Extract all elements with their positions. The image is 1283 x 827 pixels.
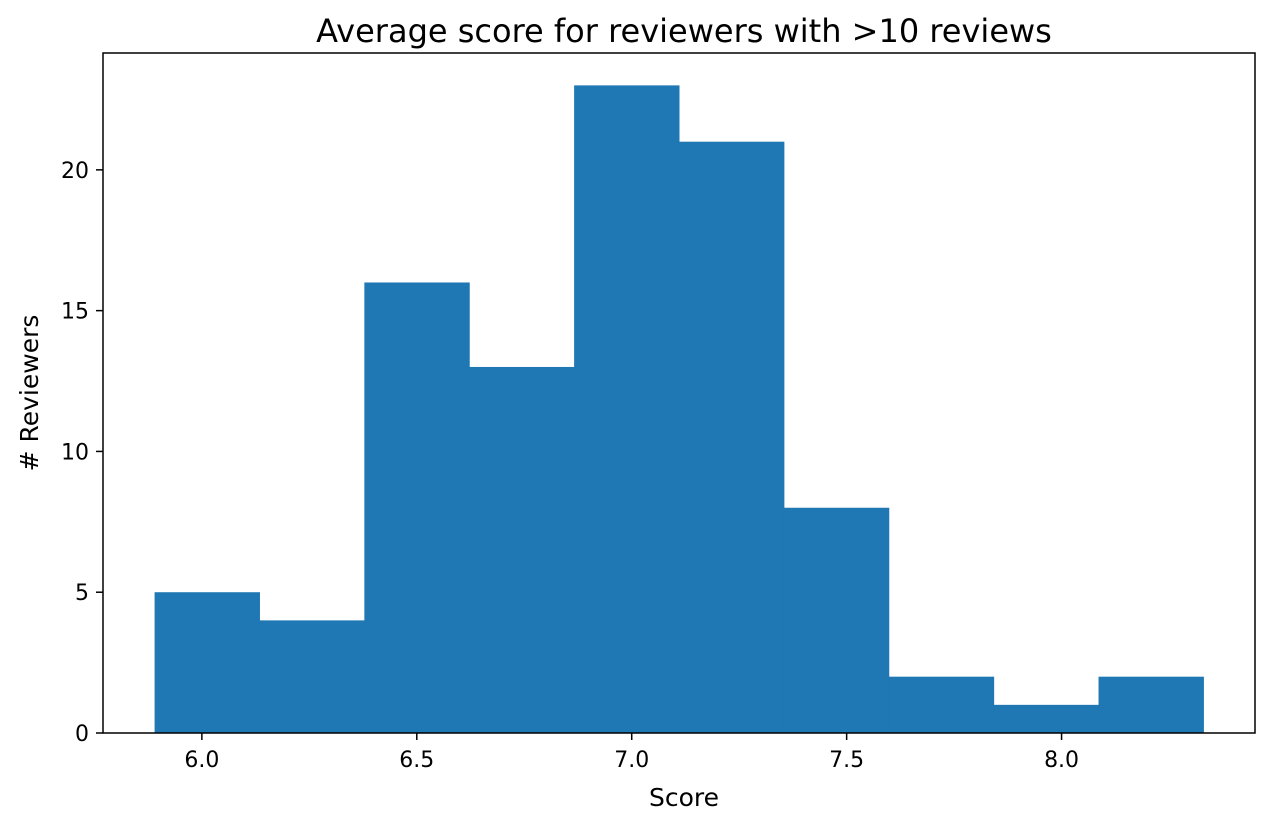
histogram-bar: [993, 704, 1100, 733]
histogram-bar: [574, 85, 680, 733]
y-tick-label: 10: [61, 440, 89, 465]
x-tick-label: 7.5: [829, 748, 864, 773]
chart-title: Average score for reviewers with >10 rev…: [316, 12, 1052, 50]
x-tick-label: 6.0: [184, 748, 219, 773]
x-axis-label: Score: [649, 783, 719, 812]
x-tick-label: 6.5: [399, 748, 434, 773]
histogram-bar: [888, 676, 995, 733]
x-tick-label: 8.0: [1044, 748, 1079, 773]
y-tick-label: 15: [61, 300, 89, 325]
histogram-bar: [364, 282, 470, 733]
y-tick-label: 5: [75, 581, 89, 606]
histogram-bar: [1098, 676, 1204, 733]
plot-frame: [102, 52, 1256, 734]
y-tick-label: 20: [61, 159, 89, 184]
bars-group: [154, 85, 1204, 733]
histogram-bar: [679, 141, 785, 733]
y-tick-label: 0: [75, 722, 89, 747]
x-tick-label: 7.0: [614, 748, 649, 773]
y-axis-label: # Reviewers: [15, 315, 44, 472]
histogram-bar: [469, 366, 575, 733]
histogram-bar: [783, 507, 890, 733]
y-axis-ticks: 0 5 10 15 20: [61, 159, 103, 747]
x-axis-ticks: 6.0 6.5 7.0 7.5 8.0: [184, 733, 1079, 773]
histogram-bar: [154, 592, 260, 733]
histogram-bar: [259, 620, 365, 733]
